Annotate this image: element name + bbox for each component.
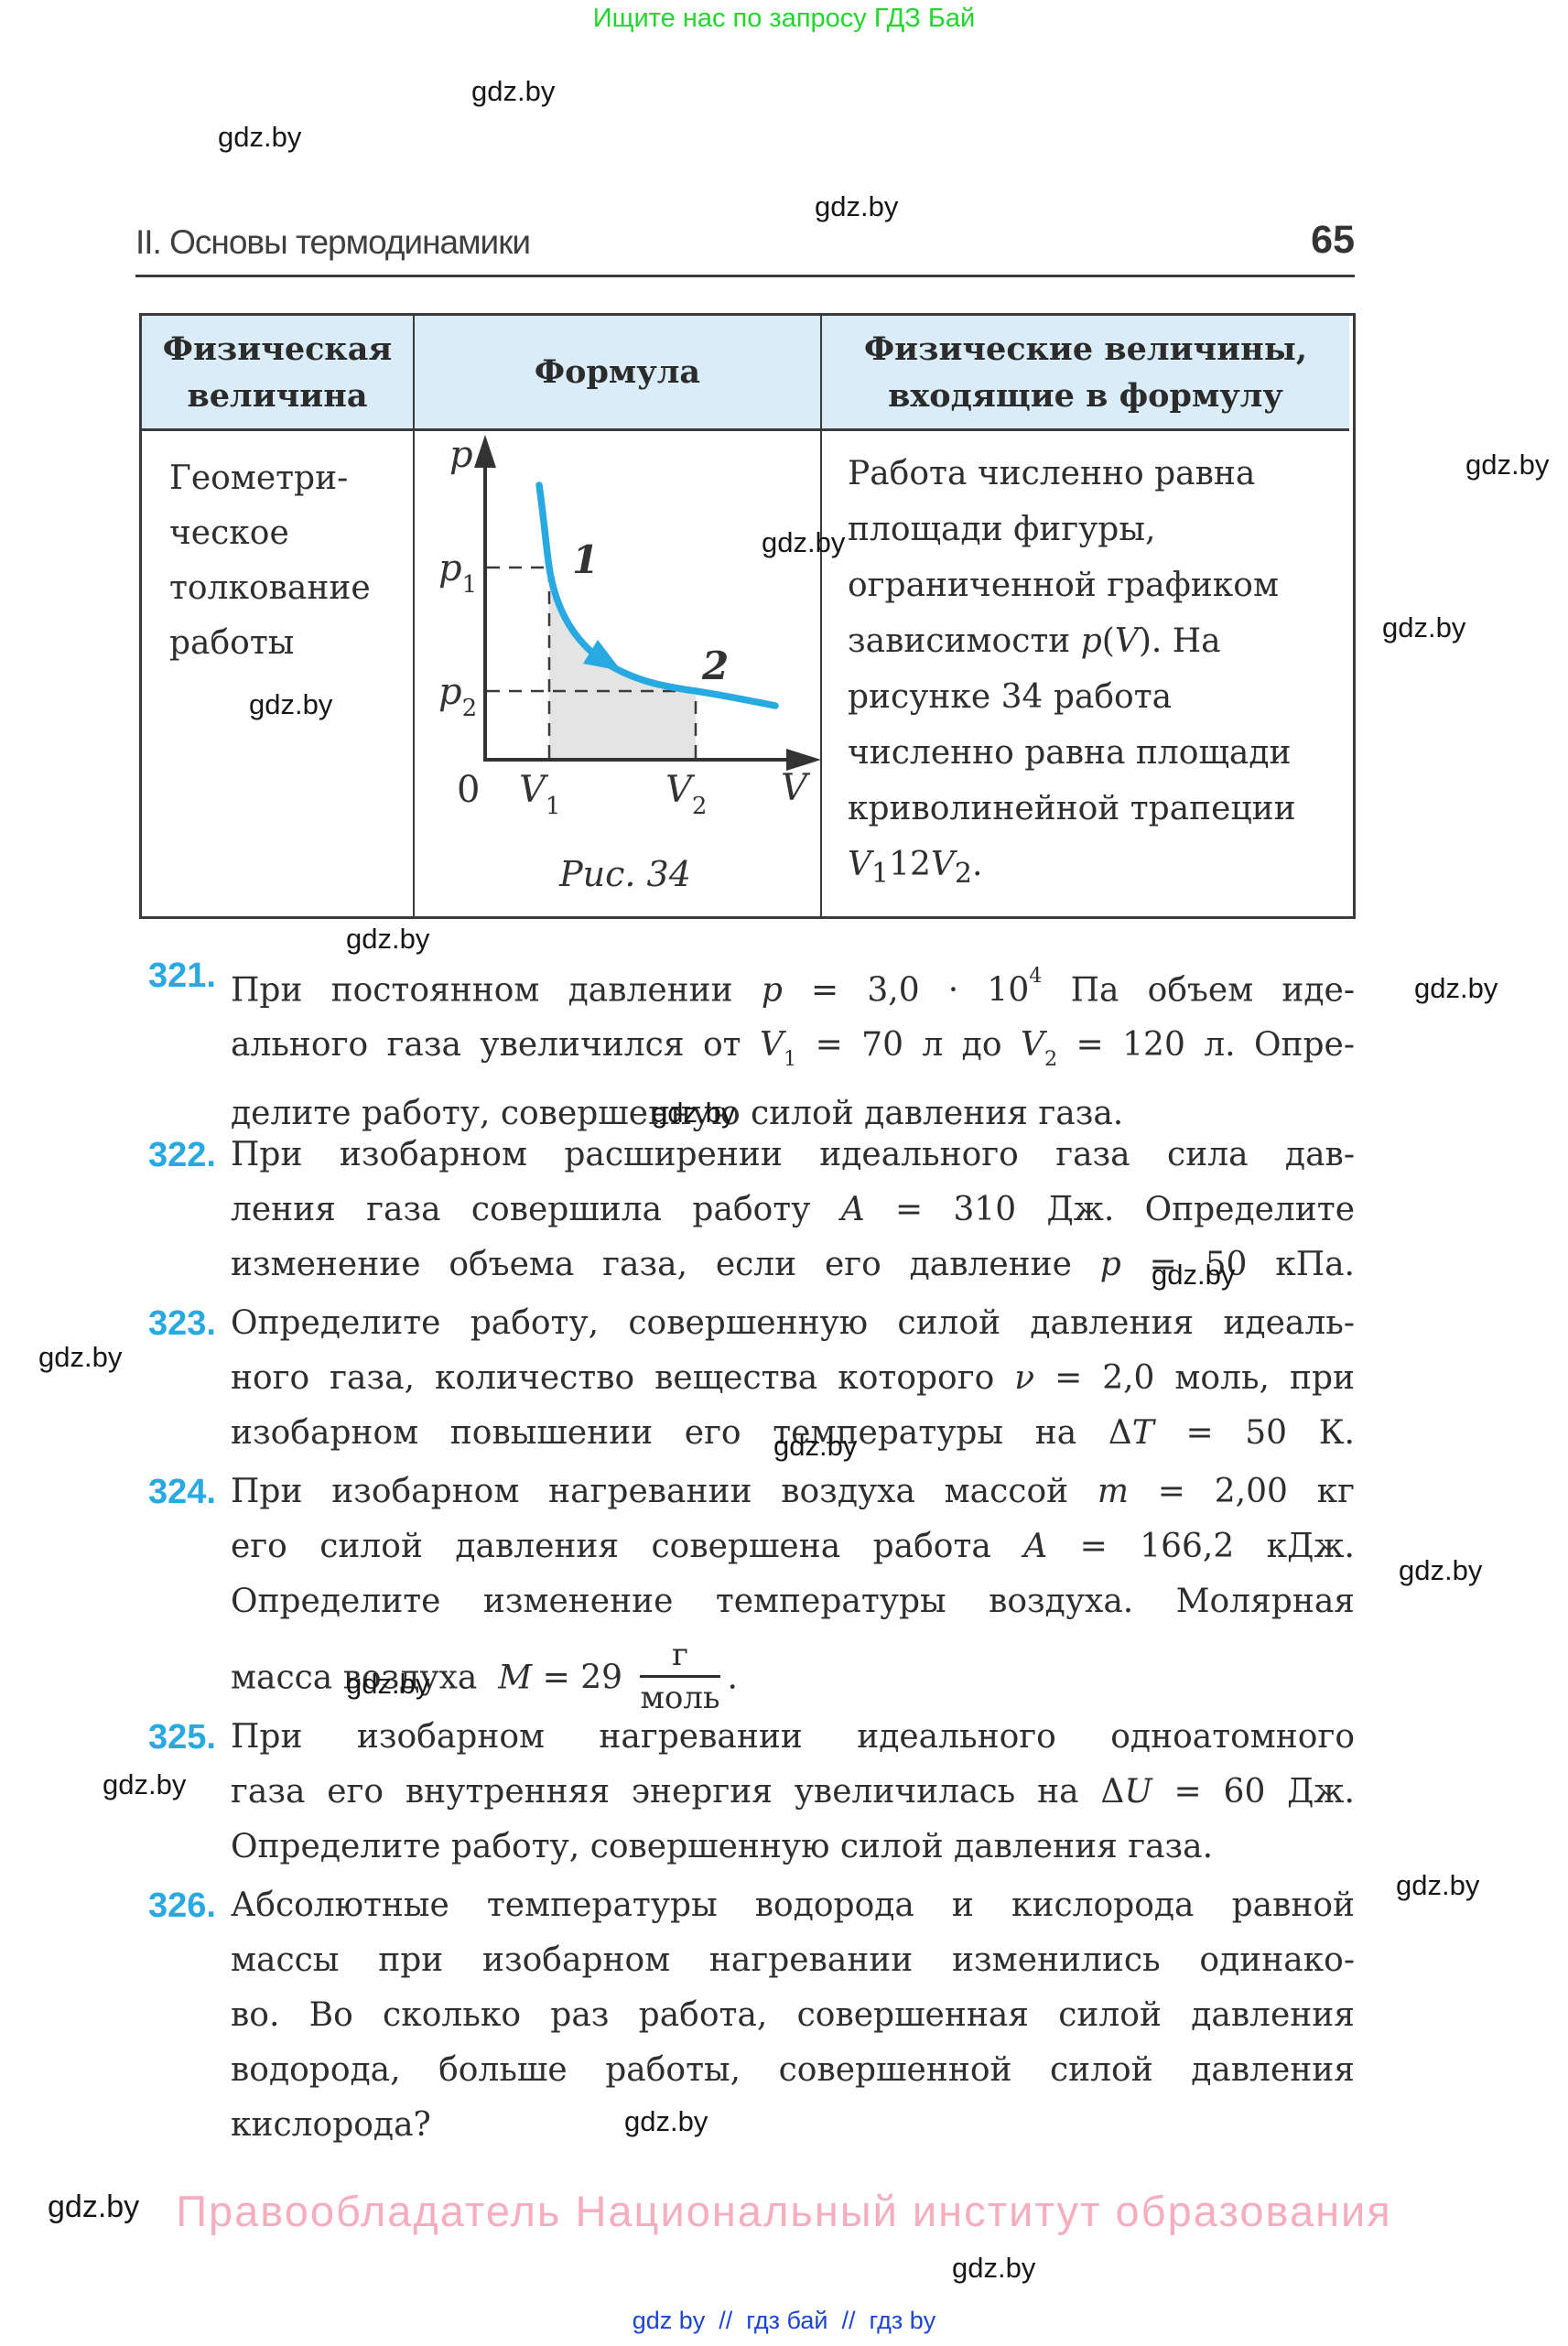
pv-diagram: p p1 p2 0 V1 V2 V 1 2 Рис. 34	[438, 434, 821, 894]
page-number: 65	[1311, 218, 1355, 262]
table-header-line: Формула	[534, 353, 701, 391]
problem-line: При изобарном нагревании воздуха массой …	[231, 1473, 1355, 1510]
table-cell-quantity: Геометри-ческое толкование работы	[142, 431, 415, 916]
problem-line: Абсолютные температуры водорода и кислор…	[231, 1887, 1355, 1924]
problem-text: При изобарном расширении идеального газа…	[231, 1128, 1355, 1292]
problem-line: газа его внутренняя энергия увеличилась …	[231, 1773, 1355, 1811]
table-header-formula: Формула	[415, 316, 822, 431]
gdz-watermark: gdz.by	[103, 1768, 187, 1800]
gdz-watermark: gdz.by	[1152, 1259, 1236, 1291]
point1-label: 1	[572, 537, 599, 582]
problem-line: При постоянном давлении p = 3,0 · 104 Па…	[231, 964, 1356, 1010]
header-rule	[135, 275, 1355, 277]
problem-number: 326.	[148, 1887, 216, 1925]
gdz-watermark: gdz.by	[624, 2105, 708, 2137]
reference-table: Физическая величина Формула Физические ве…	[139, 313, 1356, 919]
gdz-watermark: gdz.by	[1399, 1554, 1483, 1586]
table-header-values: Физические величины, входящие в формулу	[822, 316, 1349, 431]
gdz-watermark: gdz.by	[346, 923, 430, 955]
chapter-title: II. Основы термодинамики	[135, 223, 531, 261]
gdz-watermark: gdz.by	[249, 688, 333, 720]
table-header-line: входящие в формулу	[888, 376, 1283, 415]
problem-number: 323.	[148, 1304, 216, 1343]
problem-text: При изобарном нагревании идеального одно…	[231, 1710, 1355, 1875]
problem-text: При постоянном давлении p = 3,0 · 104 Па…	[231, 948, 1355, 1141]
svg-text:p2: p2	[438, 671, 477, 722]
v-axis-label: V	[781, 767, 811, 809]
problem-line: Определите работу, совершенную силой дав…	[231, 1828, 1214, 1865]
description-line: зависимости p(V). На	[848, 622, 1221, 660]
quantity-line: толкование	[169, 569, 371, 607]
gdz-watermark: gdz.by	[952, 2252, 1036, 2284]
promo-banner: Ищите нас по запросу ГДЗ Бай	[592, 4, 976, 33]
problem-number: 325.	[148, 1718, 216, 1757]
problem-line: Определите изменение температуры воздуха…	[231, 1583, 1355, 1620]
description-line: V112V2.	[848, 846, 983, 891]
svg-text:V2: V2	[665, 769, 707, 820]
problem-line: его силой давления совершена работа A = …	[231, 1528, 1355, 1565]
problem-line: ного газа, количество вещества которого …	[231, 1359, 1355, 1397]
problem-text: При изобарном нагревании воздуха массой …	[231, 1465, 1355, 1718]
problem-line: водорода, больше работы, совершенной сил…	[231, 2051, 1355, 2089]
svg-text:V1: V1	[519, 769, 560, 820]
problem-text: Определите работу, совершенную силой дав…	[231, 1296, 1355, 1461]
problem-number: 322.	[148, 1136, 216, 1174]
problem-text: Абсолютные температуры водорода и кислор…	[231, 1878, 1355, 2153]
description-line: рисунке 34 работа	[848, 678, 1173, 716]
copyright-line: Правообладатель Национальный институт об…	[176, 2187, 1392, 2235]
gdz-watermark: gdz.by	[762, 526, 846, 558]
problem-line: делите работу, совершенную силой давлени…	[231, 1095, 1124, 1133]
problem-line: ления газа совершила работу A = 310 Дж. …	[231, 1191, 1355, 1228]
table-header-line: величина	[187, 376, 368, 415]
gdz-watermark: gdz.by	[48, 2189, 140, 2224]
description-line: площади фигуры,	[848, 511, 1156, 548]
figure-caption: Рис. 34	[558, 854, 691, 894]
quantity-line: работы	[169, 624, 295, 662]
quantity-line: ческое	[169, 514, 289, 552]
point2-label: 2	[701, 643, 729, 688]
gdz-watermark: gdz.by	[218, 121, 302, 153]
fraction: г моль	[640, 1637, 720, 1716]
gdz-watermark: gdz.by	[38, 1341, 123, 1373]
problem-line: При изобарном нагревании идеального одно…	[231, 1718, 1355, 1756]
bottom-links: gdz by // гдз бай // гдз by	[632, 2307, 936, 2334]
table-header-quantity: Физическая величина	[142, 316, 415, 431]
table-header-line: Физическая	[162, 330, 393, 368]
gdz-watermark: gdz.by	[1396, 1869, 1480, 1901]
svg-text:p1: p1	[438, 547, 477, 599]
description-line: ограниченной графиком	[848, 567, 1279, 604]
gdz-watermark: gdz.by	[1465, 449, 1550, 481]
origin-label: 0	[457, 769, 480, 811]
quantity-line: Геометри-	[169, 459, 349, 497]
description-line: численно равна площади	[848, 734, 1292, 772]
description-line: Работа численно равна	[848, 455, 1256, 492]
gdz-watermark: gdz.by	[471, 75, 556, 107]
gdz-watermark: gdz.by	[815, 190, 899, 222]
problem-number: 321.	[148, 957, 216, 995]
problem-line: массы при изобарном нагревании изменилис…	[231, 1941, 1355, 1979]
x-axis-arrow	[786, 749, 821, 771]
problem-line: кислорода?	[231, 2106, 431, 2144]
problem-line: Определите работу, совершенную силой дав…	[231, 1304, 1355, 1342]
problem-line: При изобарном расширении идеального газа…	[231, 1136, 1355, 1173]
problem-line: во. Во сколько раз работа, совершенная с…	[231, 1996, 1355, 2034]
p-axis-label: p	[449, 434, 473, 476]
gdz-watermark: gdz.by	[1414, 972, 1498, 1004]
problem-line: изменение объема газа, если его давление…	[231, 1246, 1355, 1283]
problem-line: масса воздуха M = 29 г моль.	[231, 1637, 738, 1716]
table-cell-description: Работа численно равна площади фигуры, огра…	[822, 431, 1349, 916]
gdz-watermark: gdz.by	[346, 1668, 430, 1700]
description-line: криволинейной трапеции	[848, 790, 1296, 827]
problem-line: ального газа увеличился от V1 = 70 л до …	[231, 1026, 1356, 1072]
y-axis-arrow	[474, 435, 496, 468]
gdz-watermark: gdz.by	[652, 1097, 736, 1129]
work-area-shade	[549, 568, 696, 758]
gdz-watermark: gdz.by	[1382, 611, 1466, 643]
problem-number: 324.	[148, 1473, 216, 1511]
curve-direction-arrow	[583, 640, 622, 671]
table-header-line: Физические величины,	[863, 330, 1308, 368]
gdz-watermark: gdz.by	[773, 1430, 858, 1462]
problem-line: изобарном повышении его температуры на Δ…	[231, 1414, 1355, 1452]
